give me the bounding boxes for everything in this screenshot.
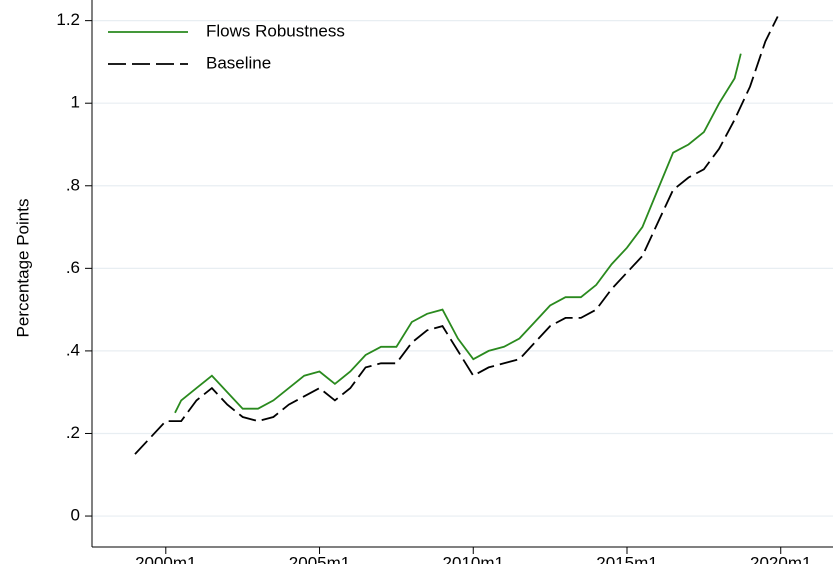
y-tick-label: .2 [66, 423, 80, 442]
y-tick-label: .4 [66, 340, 80, 359]
legend-label: Baseline [206, 53, 271, 72]
x-tick-label: 2015m1 [596, 553, 657, 564]
legend-label: Flows Robustness [206, 21, 345, 40]
x-tick-label: 2005m1 [289, 553, 350, 564]
x-tick-label: 2020m1 [750, 553, 811, 564]
line-series [174, 53, 742, 414]
y-tick-label: 0 [71, 506, 80, 525]
y-axis-label: Percentage Points [13, 199, 32, 338]
x-tick-label: 2000m1 [135, 553, 196, 564]
y-tick-label: 1.2 [56, 10, 80, 29]
y-tick-label: .6 [66, 258, 80, 277]
x-tick-label: 2010m1 [443, 553, 504, 564]
y-tick-label: 1 [71, 93, 80, 112]
y-tick-label: .8 [66, 175, 80, 194]
line-series [134, 16, 779, 455]
